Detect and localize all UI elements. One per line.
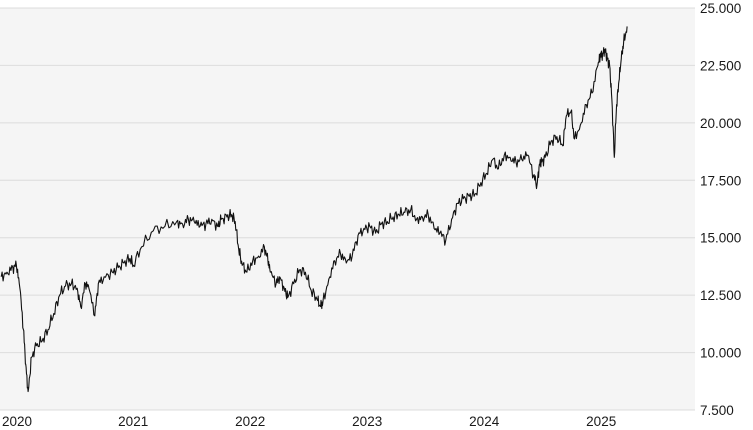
- y-tick-label: 17.500: [700, 173, 741, 188]
- plot-background: [0, 8, 695, 410]
- y-tick-label: 12.500: [700, 288, 741, 303]
- series-group: [0, 26, 628, 393]
- x-tick-label: 2022: [235, 414, 265, 429]
- y-tick-label: 15.000: [700, 231, 741, 246]
- y-tick-label: 7.500: [700, 403, 734, 418]
- x-tick-label: 2025: [586, 414, 616, 429]
- y-tick-label: 25.000: [700, 1, 741, 16]
- y-axis: 7.500 10.000 12.500 15.000 17.500 20.000 22.50…: [700, 1, 741, 418]
- y-tick-label: 10.000: [700, 346, 741, 361]
- series-line: [0, 26, 628, 393]
- y-tick-label: 22.500: [700, 58, 741, 73]
- gridlines: [0, 7, 695, 411]
- x-axis: 2020 2021 2022 2023 2024 2025: [2, 414, 616, 429]
- y-tick-label: 20.000: [700, 116, 741, 131]
- x-tick-label: 2021: [118, 414, 148, 429]
- x-tick-label: 2020: [2, 414, 32, 429]
- x-tick-label: 2023: [352, 414, 382, 429]
- x-tick-label: 2024: [469, 414, 500, 429]
